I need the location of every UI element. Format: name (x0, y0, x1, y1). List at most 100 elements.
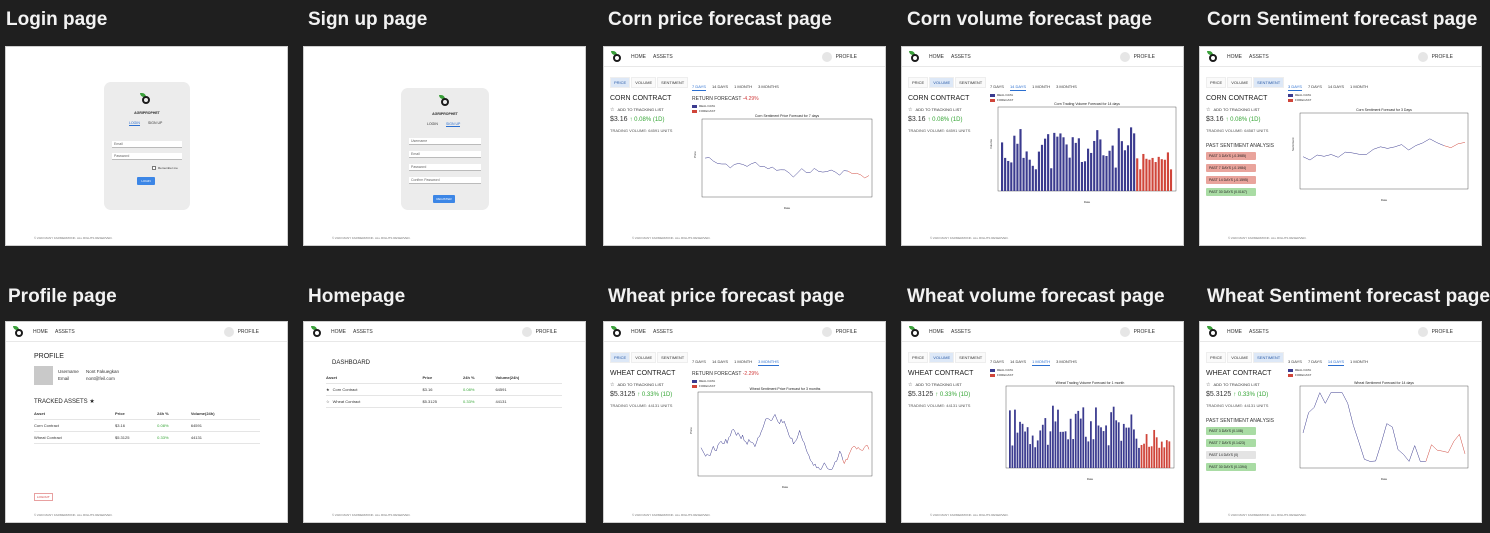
tab-volume[interactable]: VOLUME (631, 352, 657, 363)
nav-profile[interactable]: PROFILE (521, 327, 557, 337)
nav-profile[interactable]: PROFILE (821, 52, 857, 62)
table-row[interactable]: Corn Contract $3.16 0.08% 64591 (34, 419, 260, 432)
tab-signup[interactable]: SIGN UP (446, 122, 461, 127)
tab-price[interactable]: PRICE (610, 352, 631, 363)
tab-price[interactable]: PRICE (1206, 77, 1227, 88)
tab-volume[interactable]: VOLUME (1227, 352, 1253, 363)
nav-home[interactable]: HOME (1227, 328, 1242, 335)
password-field[interactable]: Password (409, 164, 481, 171)
add-tracking-button[interactable]: ☆ ADD TO TRACKING LIST (610, 107, 664, 113)
tab-sentiment[interactable]: SENTIMENT (657, 352, 689, 363)
add-tracking-button[interactable]: ☆ ADD TO TRACKING LIST (610, 382, 664, 388)
nav-profile[interactable]: PROFILE (1417, 327, 1453, 337)
nav-assets[interactable]: ASSETS (1249, 53, 1269, 60)
add-tracking-button[interactable]: ☆ ADD TO TRACKING LIST (908, 382, 962, 388)
nav-assets[interactable]: ASSETS (951, 53, 971, 60)
email-field[interactable]: Email (112, 141, 182, 148)
tab-sentiment[interactable]: SENTIMENT (955, 352, 987, 363)
corn-sentiment-screen: HOME ASSETS PROFILE PRICE VOLUME SENTIMENT… (1199, 46, 1482, 246)
tab-price[interactable]: PRICE (908, 77, 929, 88)
email-field[interactable]: Email (409, 151, 481, 158)
nav-home[interactable]: HOME (929, 328, 944, 335)
tab-price[interactable]: PRICE (610, 77, 631, 88)
real-data-bar (1107, 445, 1110, 468)
remember-checkbox[interactable]: Remember me (152, 166, 178, 170)
nav-home[interactable]: HOME (631, 328, 646, 335)
nav-home[interactable]: HOME (631, 53, 646, 60)
nav-assets[interactable]: ASSETS (951, 328, 971, 335)
range-3-days[interactable]: 3 DAYS (1288, 84, 1302, 91)
range-3-months[interactable]: 3 MONTHS (758, 359, 779, 366)
range-3-months[interactable]: 3 MONTHS (758, 84, 779, 89)
range-3-days[interactable]: 3 DAYS (1288, 359, 1302, 364)
range-3-months[interactable]: 3 MONTHS (1056, 84, 1077, 89)
nav-home[interactable]: HOME (1227, 53, 1242, 60)
tab-sentiment[interactable]: SENTIMENT (657, 77, 689, 88)
range-1-month[interactable]: 1 MONTH (734, 359, 753, 364)
range-14-days[interactable]: 14 DAYS (711, 359, 729, 364)
tab-login[interactable]: LOGIN (129, 121, 140, 126)
range-14-days[interactable]: 14 DAYS (1327, 359, 1345, 366)
range-1-month[interactable]: 1 MONTH (1032, 84, 1051, 89)
tab-sentiment[interactable]: SENTIMENT (1253, 352, 1285, 363)
real-data-bar (1016, 143, 1019, 191)
star-icon[interactable]: ★ (326, 387, 330, 392)
range-14-days[interactable]: 14 DAYS (1327, 84, 1345, 89)
nav-home[interactable]: HOME (929, 53, 944, 60)
tab-volume[interactable]: VOLUME (1227, 77, 1253, 88)
add-tracking-button[interactable]: ☆ ADD TO TRACKING LIST (1206, 382, 1260, 388)
price-change: ↑ 0.33% (1D) (1233, 392, 1269, 398)
star-icon[interactable]: ☆ (326, 399, 330, 404)
nav-profile[interactable]: PROFILE (223, 327, 259, 337)
password-field[interactable]: Password (112, 153, 182, 160)
tab-price[interactable]: PRICE (908, 352, 929, 363)
nav-home[interactable]: HOME (33, 328, 48, 335)
nav-home[interactable]: HOME (331, 328, 346, 335)
range-7-days[interactable]: 7 DAYS (1307, 84, 1322, 89)
range-14-days[interactable]: 14 DAYS (1009, 359, 1027, 364)
range-7-days[interactable]: 7 DAYS (1307, 359, 1322, 364)
add-tracking-button[interactable]: ☆ ADD TO TRACKING LIST (908, 107, 962, 113)
tab-login[interactable]: LOGIN (427, 122, 438, 126)
tab-sentiment[interactable]: SENTIMENT (955, 77, 987, 88)
range-1-month[interactable]: 1 MONTH (1350, 359, 1369, 364)
range-7-days[interactable]: 7 DAYS (692, 359, 706, 364)
range-1-month[interactable]: 1 MONTH (1032, 359, 1051, 366)
confirm-password-field[interactable]: Confirm Password (409, 177, 481, 184)
chart-title: Wheat Sentiment Price Forecast for 3 mon… (750, 387, 821, 391)
nav-profile[interactable]: PROFILE (1119, 327, 1155, 337)
range-7-days[interactable]: 7 DAYS (692, 84, 706, 91)
login-button[interactable]: LOGIN (137, 177, 155, 185)
real-data-line (1302, 138, 1444, 161)
register-button[interactable]: REGISTER (433, 195, 455, 203)
tab-sentiment[interactable]: SENTIMENT (1253, 77, 1285, 88)
real-data-bar (1040, 144, 1044, 191)
username-field[interactable]: Username (409, 138, 481, 145)
tab-volume[interactable]: VOLUME (631, 77, 657, 88)
nav-assets[interactable]: ASSETS (653, 328, 673, 335)
range-1-month[interactable]: 1 MONTH (1350, 84, 1369, 89)
nav-profile[interactable]: PROFILE (1417, 52, 1453, 62)
nav-assets[interactable]: ASSETS (55, 328, 75, 335)
table-row[interactable]: Wheat Contract $5.3125 0.33% 44131 (34, 431, 260, 444)
add-tracking-button[interactable]: ☆ ADD TO TRACKING LIST (1206, 107, 1260, 113)
range-14-days[interactable]: 14 DAYS (1009, 84, 1027, 91)
logout-button[interactable]: LOGOUT (34, 493, 53, 501)
nav-assets[interactable]: ASSETS (653, 53, 673, 60)
tab-volume[interactable]: VOLUME (929, 77, 955, 88)
table-row[interactable]: ★ Corn Contract $3.16 0.08% 64591 (326, 383, 562, 396)
nav-profile[interactable]: PROFILE (1119, 52, 1155, 62)
range-3-months[interactable]: 3 MONTHS (1056, 359, 1077, 364)
nav-assets[interactable]: ASSETS (1249, 328, 1269, 335)
tab-volume[interactable]: VOLUME (929, 352, 955, 363)
nav-assets[interactable]: ASSETS (353, 328, 373, 335)
table-row[interactable]: ☆ Wheat Contract $5.3125 0.33% 44131 (326, 395, 562, 408)
nav-profile[interactable]: PROFILE (821, 327, 857, 337)
range-7-days[interactable]: 7 DAYS (990, 84, 1004, 89)
range-14-days[interactable]: 14 DAYS (711, 84, 729, 89)
real-data-bar (1011, 445, 1014, 468)
tab-signup[interactable]: SIGN UP (148, 121, 163, 125)
range-1-month[interactable]: 1 MONTH (734, 84, 753, 89)
tab-price[interactable]: PRICE (1206, 352, 1227, 363)
range-7-days[interactable]: 7 DAYS (990, 359, 1004, 364)
